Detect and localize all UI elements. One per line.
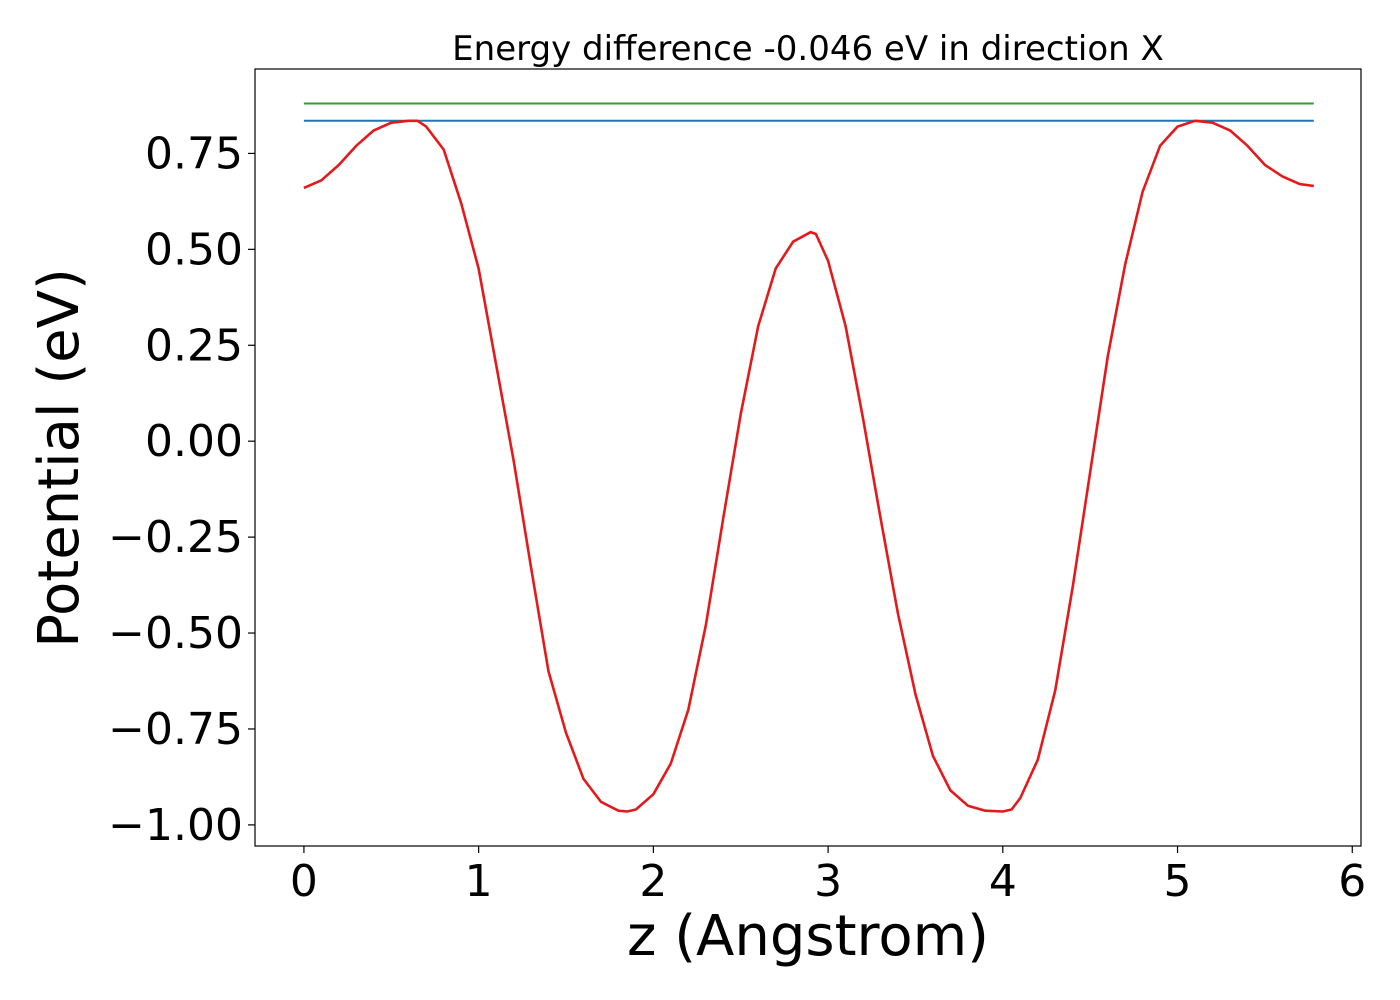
y-tick-label: −0.25 <box>108 512 243 563</box>
x-tick-label: 4 <box>989 856 1017 907</box>
x-tick-label: 3 <box>814 856 842 907</box>
y-tick-label: −1.00 <box>108 800 243 851</box>
plot-lines <box>303 102 1314 813</box>
x-axis-label: z (Angstrom) <box>627 904 989 969</box>
x-axis: 0 1 2 3 4 5 6 <box>290 846 1366 907</box>
y-tick-label: 0.25 <box>145 320 243 371</box>
chart-title: Energy difference -0.046 eV in direction… <box>452 29 1164 69</box>
x-tick-label: 6 <box>1338 856 1366 907</box>
plot-frame <box>254 68 1362 847</box>
series-line-2 <box>303 119 1314 813</box>
y-tick-label: 0.00 <box>145 416 243 467</box>
y-tick-label: 0.50 <box>145 224 243 275</box>
y-tick-label: −0.50 <box>108 608 243 659</box>
y-tick-label: −0.75 <box>108 704 243 755</box>
x-tick-label: 5 <box>1164 856 1192 907</box>
y-axis-label: Potential (eV) <box>27 268 92 648</box>
x-tick-label: 2 <box>639 856 667 907</box>
x-tick-label: 1 <box>465 856 493 907</box>
y-tick-label: 0.75 <box>145 128 243 179</box>
y-axis: 0.75 0.50 0.25 0.00 −0.25 −0.50 −0.75 −1.00 <box>108 128 255 851</box>
x-tick-label: 0 <box>290 856 318 907</box>
